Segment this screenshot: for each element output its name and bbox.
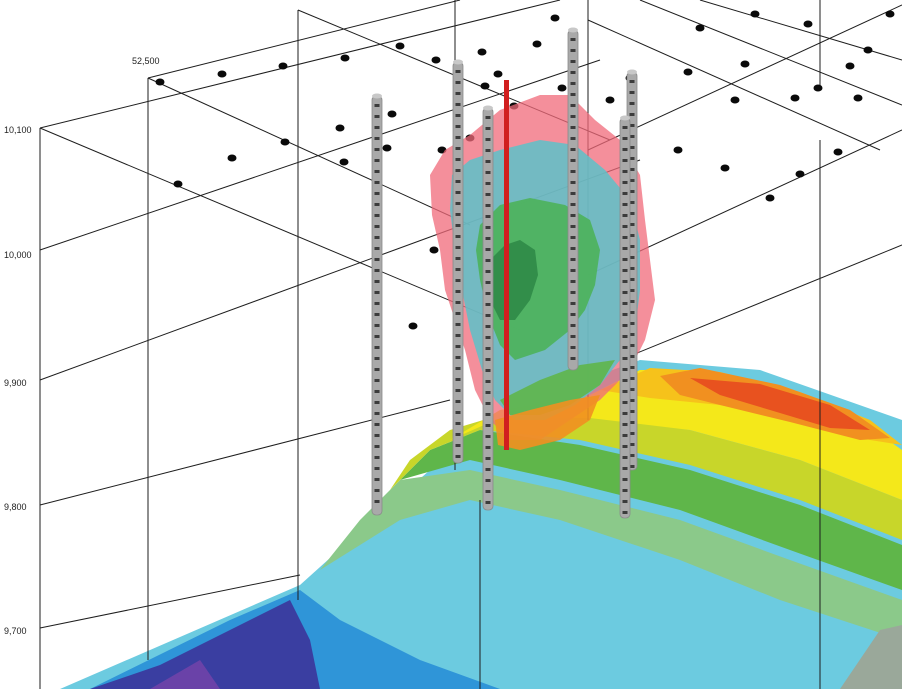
- sample-point: [493, 70, 503, 78]
- surface-zone-grey: [840, 625, 902, 689]
- sample-point: [550, 14, 560, 22]
- sample-point: [695, 24, 705, 32]
- elevation-label-9700: 9,700: [4, 626, 27, 636]
- elevation-label-9800: 9,800: [4, 502, 27, 512]
- sample-point: [740, 60, 750, 68]
- sample-point: [477, 48, 487, 56]
- sample-point: [730, 96, 740, 104]
- sample-point: [845, 62, 855, 70]
- sample-point: [557, 84, 567, 92]
- surface-zone-dark-blue: [90, 600, 320, 689]
- shell-core: [485, 240, 538, 320]
- surface-zone-yellow-green: [390, 415, 902, 540]
- sample-point: [431, 56, 441, 64]
- drill-hole: [452, 59, 464, 464]
- sample-point: [429, 246, 439, 254]
- sample-point: [720, 164, 730, 172]
- surface-zone-red-orange: [690, 378, 870, 430]
- sample-point: [853, 94, 863, 102]
- sample-point: [155, 78, 165, 86]
- drill-holes: [371, 27, 638, 519]
- grade-surface: [60, 360, 902, 689]
- sample-point: [227, 154, 237, 162]
- sample-point: [765, 194, 775, 202]
- sample-point: [795, 170, 805, 178]
- drill-hole-highlighted: [504, 80, 509, 450]
- drill-hole: [619, 115, 631, 519]
- sample-point: [340, 54, 350, 62]
- sample-point: [335, 124, 345, 132]
- sample-point: [813, 84, 823, 92]
- sample-point: [480, 82, 490, 90]
- sample-point: [217, 70, 227, 78]
- drill-hole: [371, 93, 383, 516]
- elevation-label-10100: 10,100: [4, 125, 32, 135]
- sample-point: [750, 10, 760, 18]
- sample-point: [382, 144, 392, 152]
- sample-point: [395, 42, 405, 50]
- sample-point: [280, 138, 290, 146]
- sample-point: [863, 46, 873, 54]
- surface-zone-pale-green: [320, 470, 902, 640]
- drill-hole: [567, 27, 579, 371]
- sample-point: [683, 68, 693, 76]
- sample-point: [532, 40, 542, 48]
- sample-point: [173, 180, 183, 188]
- sample-point: [673, 146, 683, 154]
- sample-point: [408, 322, 418, 330]
- sample-point: [278, 62, 288, 70]
- sample-point: [833, 148, 843, 156]
- grid-label-easting: 52,500: [132, 56, 160, 66]
- sample-point: [790, 94, 800, 102]
- sample-point: [387, 110, 397, 118]
- shell-green-bottom: [500, 360, 615, 415]
- surface-zone-purple: [150, 660, 220, 689]
- sample-point: [605, 96, 615, 104]
- sample-point: [803, 20, 813, 28]
- sample-point: [339, 158, 349, 166]
- shell-orange-base: [495, 395, 600, 450]
- labels: 52,500 10,100 10,000 9,900 9,800 9,700: [4, 56, 160, 636]
- sample-points: [155, 10, 895, 330]
- elevation-label-9900: 9,900: [4, 378, 27, 388]
- sample-point: [885, 10, 895, 18]
- drill-hole: [482, 105, 494, 511]
- elevation-label-10000: 10,000: [4, 250, 32, 260]
